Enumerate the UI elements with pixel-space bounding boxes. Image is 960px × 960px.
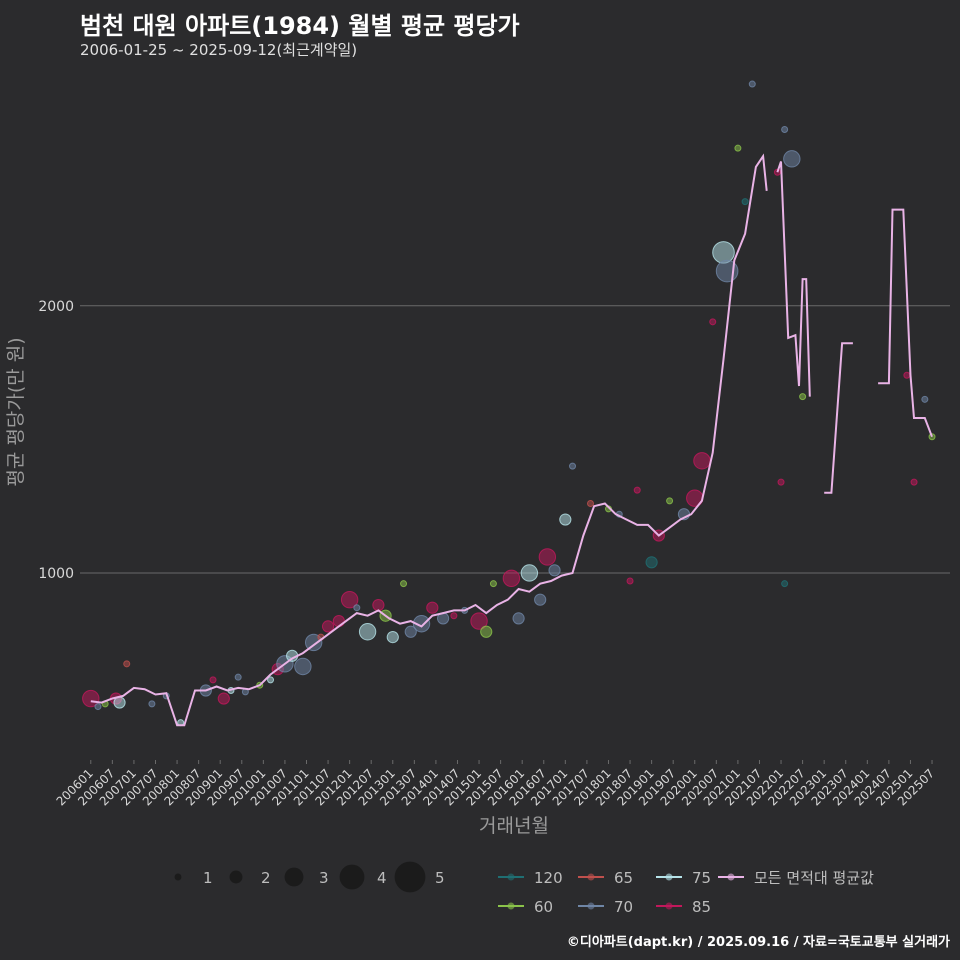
series-line bbox=[878, 208, 933, 438]
data-point bbox=[712, 241, 735, 264]
data-point bbox=[426, 601, 439, 614]
data-point bbox=[404, 625, 417, 638]
y-tick-label: 1000 bbox=[38, 566, 74, 582]
series-line bbox=[824, 342, 853, 494]
y-axis-label: 평균 평당가(만 원) bbox=[5, 337, 27, 486]
data-point bbox=[693, 452, 711, 470]
data-point bbox=[781, 580, 789, 588]
size-legend-marker bbox=[394, 861, 426, 893]
data-point bbox=[148, 700, 156, 708]
data-point bbox=[534, 593, 547, 606]
data-point bbox=[626, 577, 634, 585]
data-point bbox=[645, 556, 658, 569]
data-point bbox=[123, 660, 131, 668]
data-point bbox=[783, 150, 801, 168]
data-point bbox=[569, 462, 577, 470]
data-point bbox=[512, 612, 525, 625]
data-point bbox=[209, 676, 217, 684]
data-point bbox=[910, 478, 918, 486]
size-legend-label: 5 bbox=[435, 869, 445, 887]
data-point bbox=[538, 548, 557, 566]
data-point bbox=[450, 612, 458, 620]
series-line bbox=[776, 161, 811, 397]
data-point bbox=[777, 478, 785, 486]
data-point bbox=[781, 125, 789, 133]
area-legend-label: 120 bbox=[534, 869, 563, 887]
y-tick-label: 2000 bbox=[38, 299, 74, 315]
data-point bbox=[903, 371, 911, 379]
chart-subtitle: 2006-01-25 ~ 2025-09-12(최근계약일) bbox=[80, 41, 358, 59]
area-legend-label: 75 bbox=[692, 869, 711, 887]
size-legend-label: 3 bbox=[319, 869, 329, 887]
x-axis-label: 거래년월 bbox=[479, 815, 549, 837]
area-legend-marker bbox=[665, 902, 673, 910]
data-point bbox=[267, 676, 275, 684]
size-legend-marker bbox=[174, 873, 182, 881]
data-point bbox=[412, 615, 431, 633]
size-legend-label: 2 bbox=[261, 869, 271, 887]
area-legend-label: 60 bbox=[534, 898, 553, 916]
data-point bbox=[799, 393, 807, 401]
area-legend-label: 70 bbox=[614, 898, 633, 916]
area-legend-marker bbox=[587, 873, 595, 881]
size-legend-label: 4 bbox=[377, 869, 387, 887]
data-point bbox=[372, 598, 385, 612]
data-point bbox=[741, 198, 749, 206]
data-point bbox=[294, 657, 312, 676]
area-legend-label: 모든 면적대 평균값 bbox=[754, 869, 874, 887]
area-legend-marker bbox=[727, 873, 735, 881]
size-legend-marker bbox=[284, 867, 304, 887]
data-point bbox=[709, 318, 717, 326]
data-point bbox=[502, 569, 521, 588]
data-point bbox=[470, 612, 488, 630]
series-line bbox=[90, 153, 768, 727]
area-legend-marker bbox=[665, 873, 673, 881]
data-point bbox=[321, 620, 335, 633]
data-point bbox=[586, 500, 594, 508]
area-legend-label: 85 bbox=[692, 898, 711, 916]
data-point bbox=[358, 623, 377, 641]
data-point bbox=[520, 564, 539, 582]
data-point bbox=[332, 614, 345, 628]
data-point bbox=[748, 80, 756, 88]
data-point bbox=[921, 395, 929, 403]
data-point bbox=[734, 144, 742, 152]
chart-title: 범천 대원 아파트(1984) 월별 평균 평당가 bbox=[80, 12, 520, 40]
source-credit: ©디아파트(dapt.kr) / 2025.09.16 / 자료=국토교통부 실… bbox=[566, 935, 950, 950]
size-legend-marker bbox=[339, 864, 365, 890]
area-legend-marker bbox=[507, 902, 515, 910]
area-legend-marker bbox=[587, 902, 595, 910]
size-legend-marker bbox=[229, 870, 243, 884]
data-point bbox=[340, 590, 359, 609]
area-legend-label: 65 bbox=[614, 869, 633, 887]
data-point bbox=[94, 703, 102, 711]
data-point bbox=[386, 630, 399, 644]
area-legend-marker bbox=[507, 873, 515, 881]
data-point bbox=[217, 692, 230, 705]
data-point bbox=[633, 486, 641, 494]
data-point bbox=[480, 625, 493, 638]
data-point bbox=[489, 580, 497, 588]
size-legend-label: 1 bbox=[203, 869, 213, 887]
data-point bbox=[559, 513, 572, 526]
data-point bbox=[548, 564, 561, 577]
data-point bbox=[400, 580, 408, 588]
data-point bbox=[234, 673, 242, 681]
data-point bbox=[666, 497, 674, 505]
data-point bbox=[353, 604, 361, 612]
